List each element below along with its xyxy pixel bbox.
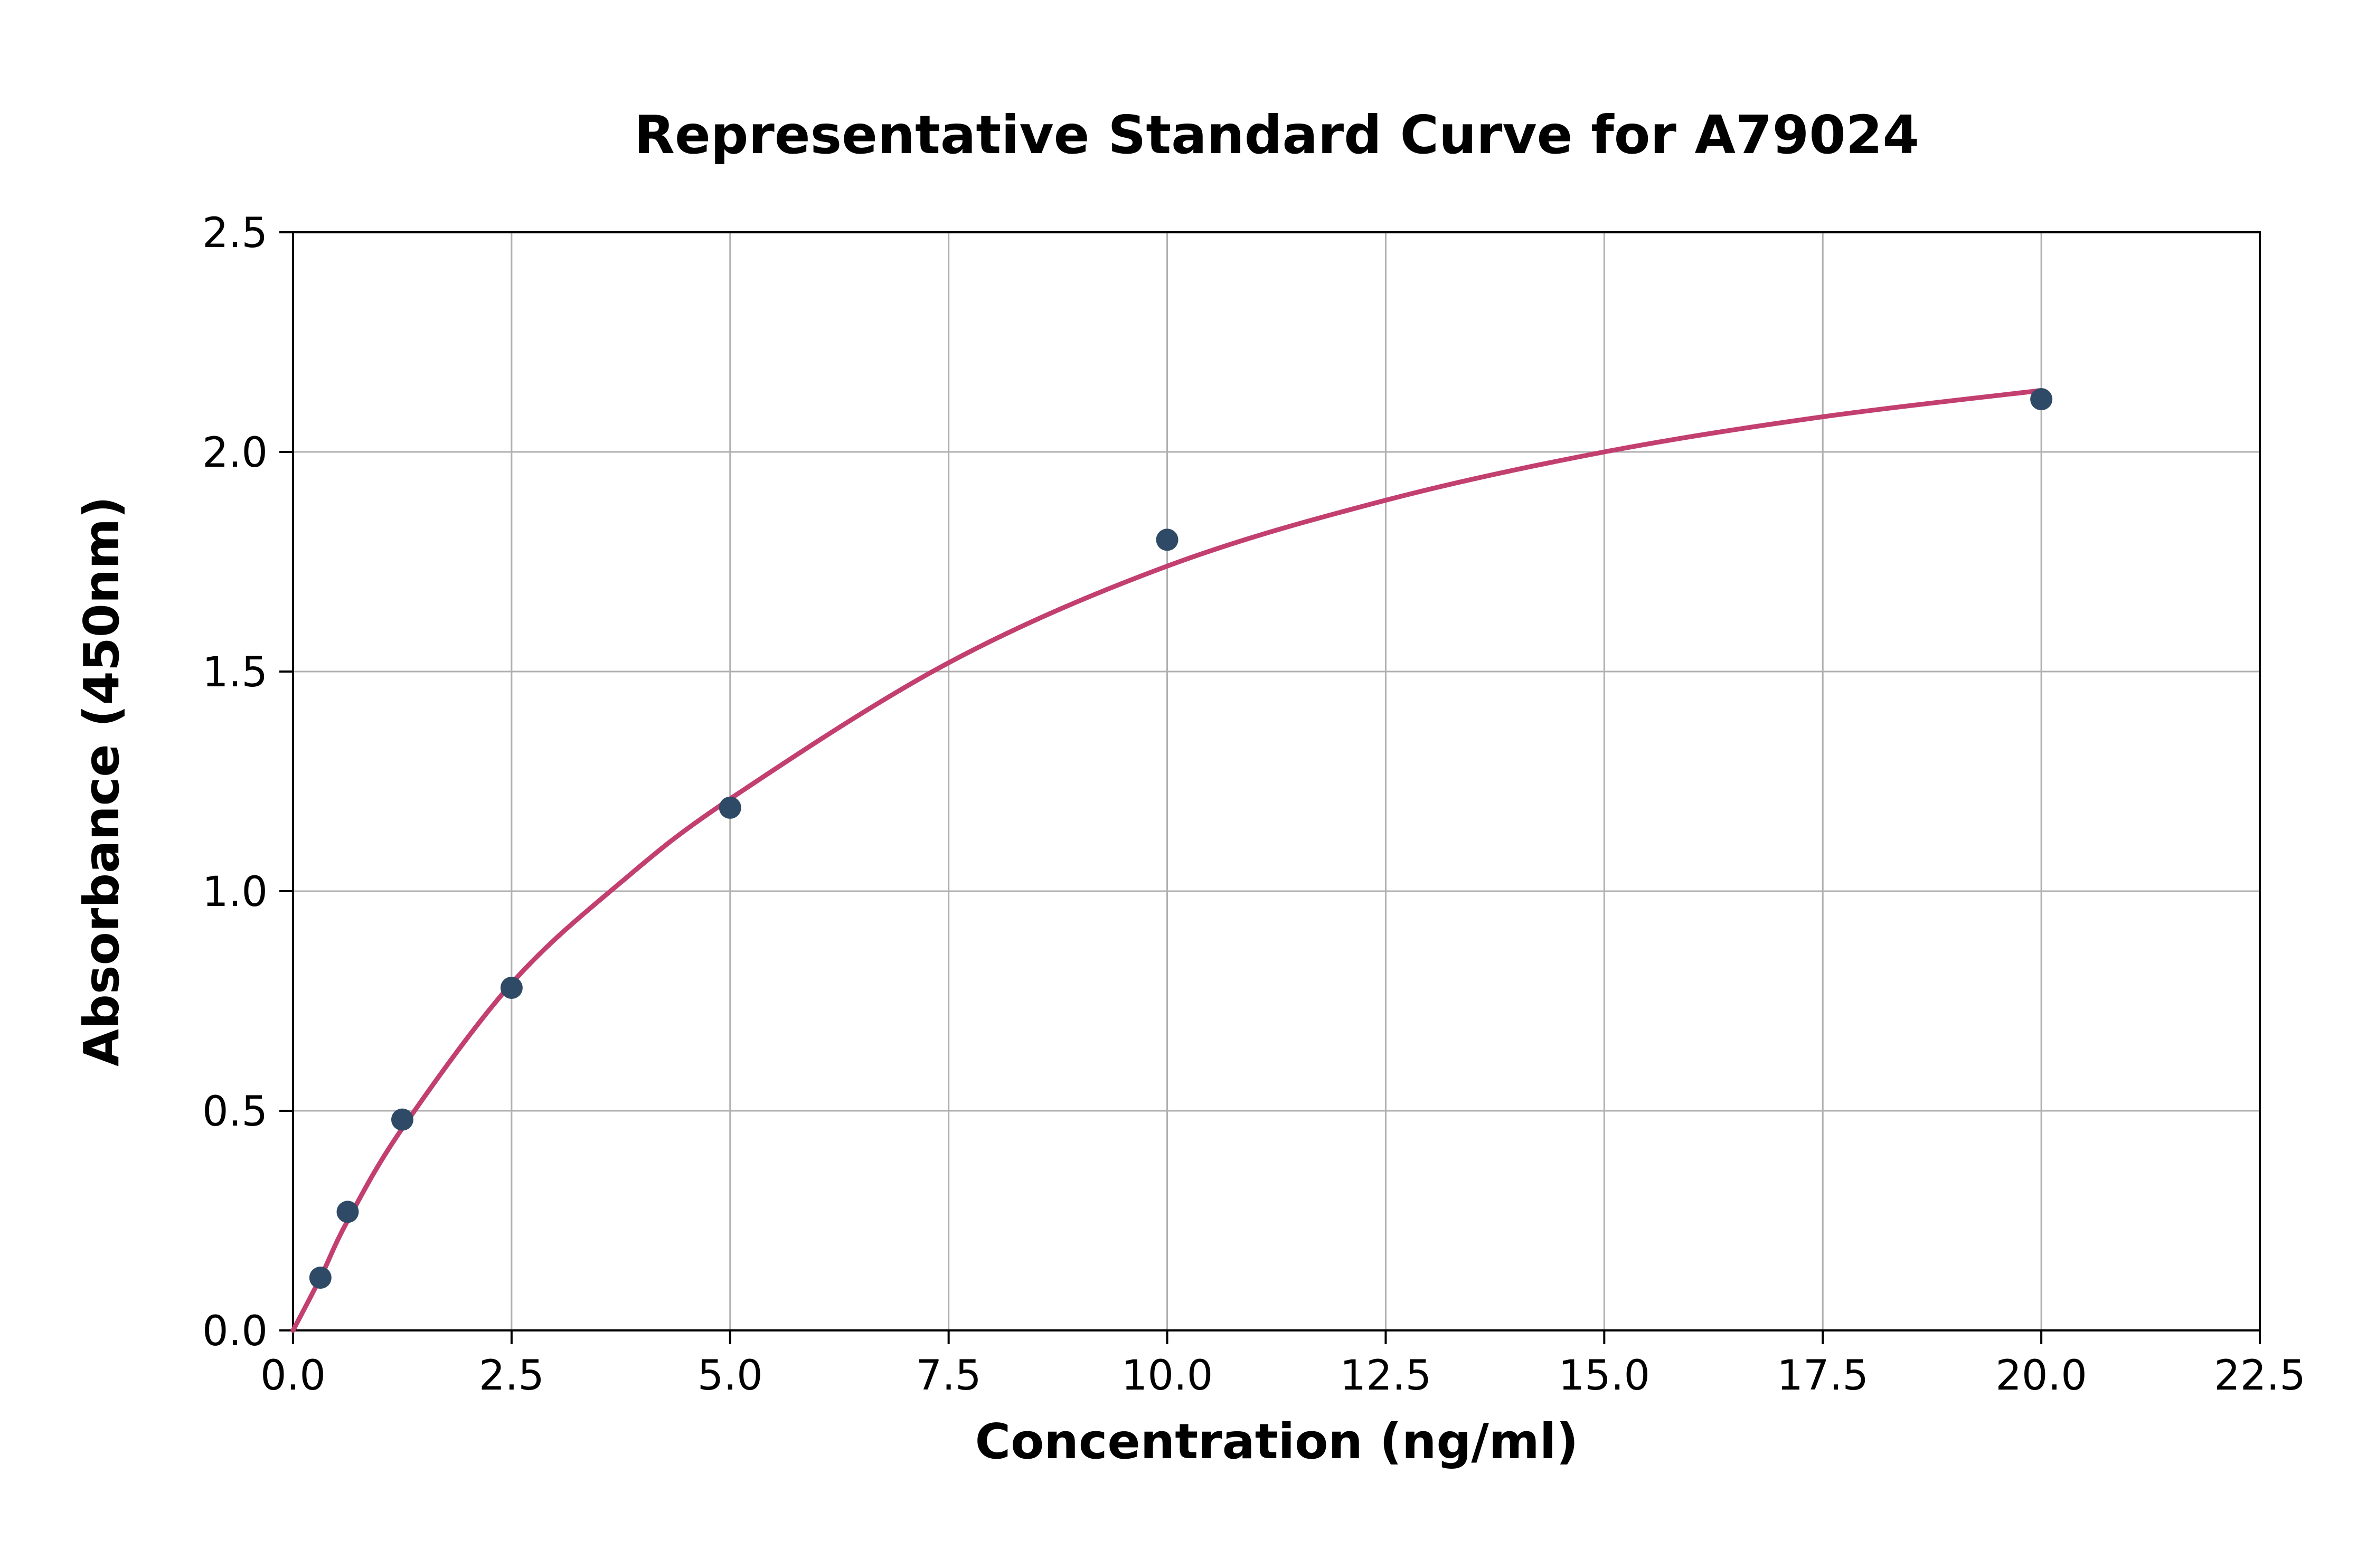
x-tick-label: 15.0 <box>1558 1352 1650 1400</box>
x-tick-label: 7.5 <box>916 1352 982 1400</box>
y-axis-label: Absorbance (450nm) <box>73 496 130 1066</box>
x-tick-label: 2.5 <box>479 1352 544 1400</box>
y-tick-label: 0.5 <box>202 1088 268 1136</box>
x-tick-label: 20.0 <box>1995 1352 2087 1400</box>
data-point <box>1156 528 1178 551</box>
data-point <box>719 796 741 819</box>
x-tick-label: 22.5 <box>2214 1352 2306 1400</box>
x-tick-label: 10.0 <box>1121 1352 1213 1400</box>
plot-area: 0.0 2.5 5.0 7.5 10.0 12.5 15.0 17.5 20.0 22.5 0.0 0… <box>202 210 2306 1400</box>
y-tick-label: 2.5 <box>202 210 268 257</box>
data-point <box>500 977 523 999</box>
y-tick-label: 1.5 <box>202 649 268 696</box>
chart-title: Representative Standard Curve for A79024 <box>634 104 1919 166</box>
fit-curve <box>290 388 2044 1333</box>
plot-border <box>292 231 2261 1331</box>
y-tick-label: 2.0 <box>202 429 268 477</box>
data-point <box>391 1108 413 1131</box>
data-point <box>309 1267 332 1289</box>
y-tick-label: 1.0 <box>202 868 268 916</box>
data-point <box>2030 388 2053 411</box>
data-point <box>336 1201 359 1223</box>
x-tick-label: 17.5 <box>1777 1352 1869 1400</box>
x-tick-label: 5.0 <box>697 1352 763 1400</box>
x-tick-label: 0.0 <box>260 1352 326 1400</box>
y-tick-label: 0.0 <box>202 1308 268 1355</box>
x-tick-label: 12.5 <box>1340 1352 1432 1400</box>
x-axis-label: Concentration (ng/ml) <box>975 1413 1579 1470</box>
